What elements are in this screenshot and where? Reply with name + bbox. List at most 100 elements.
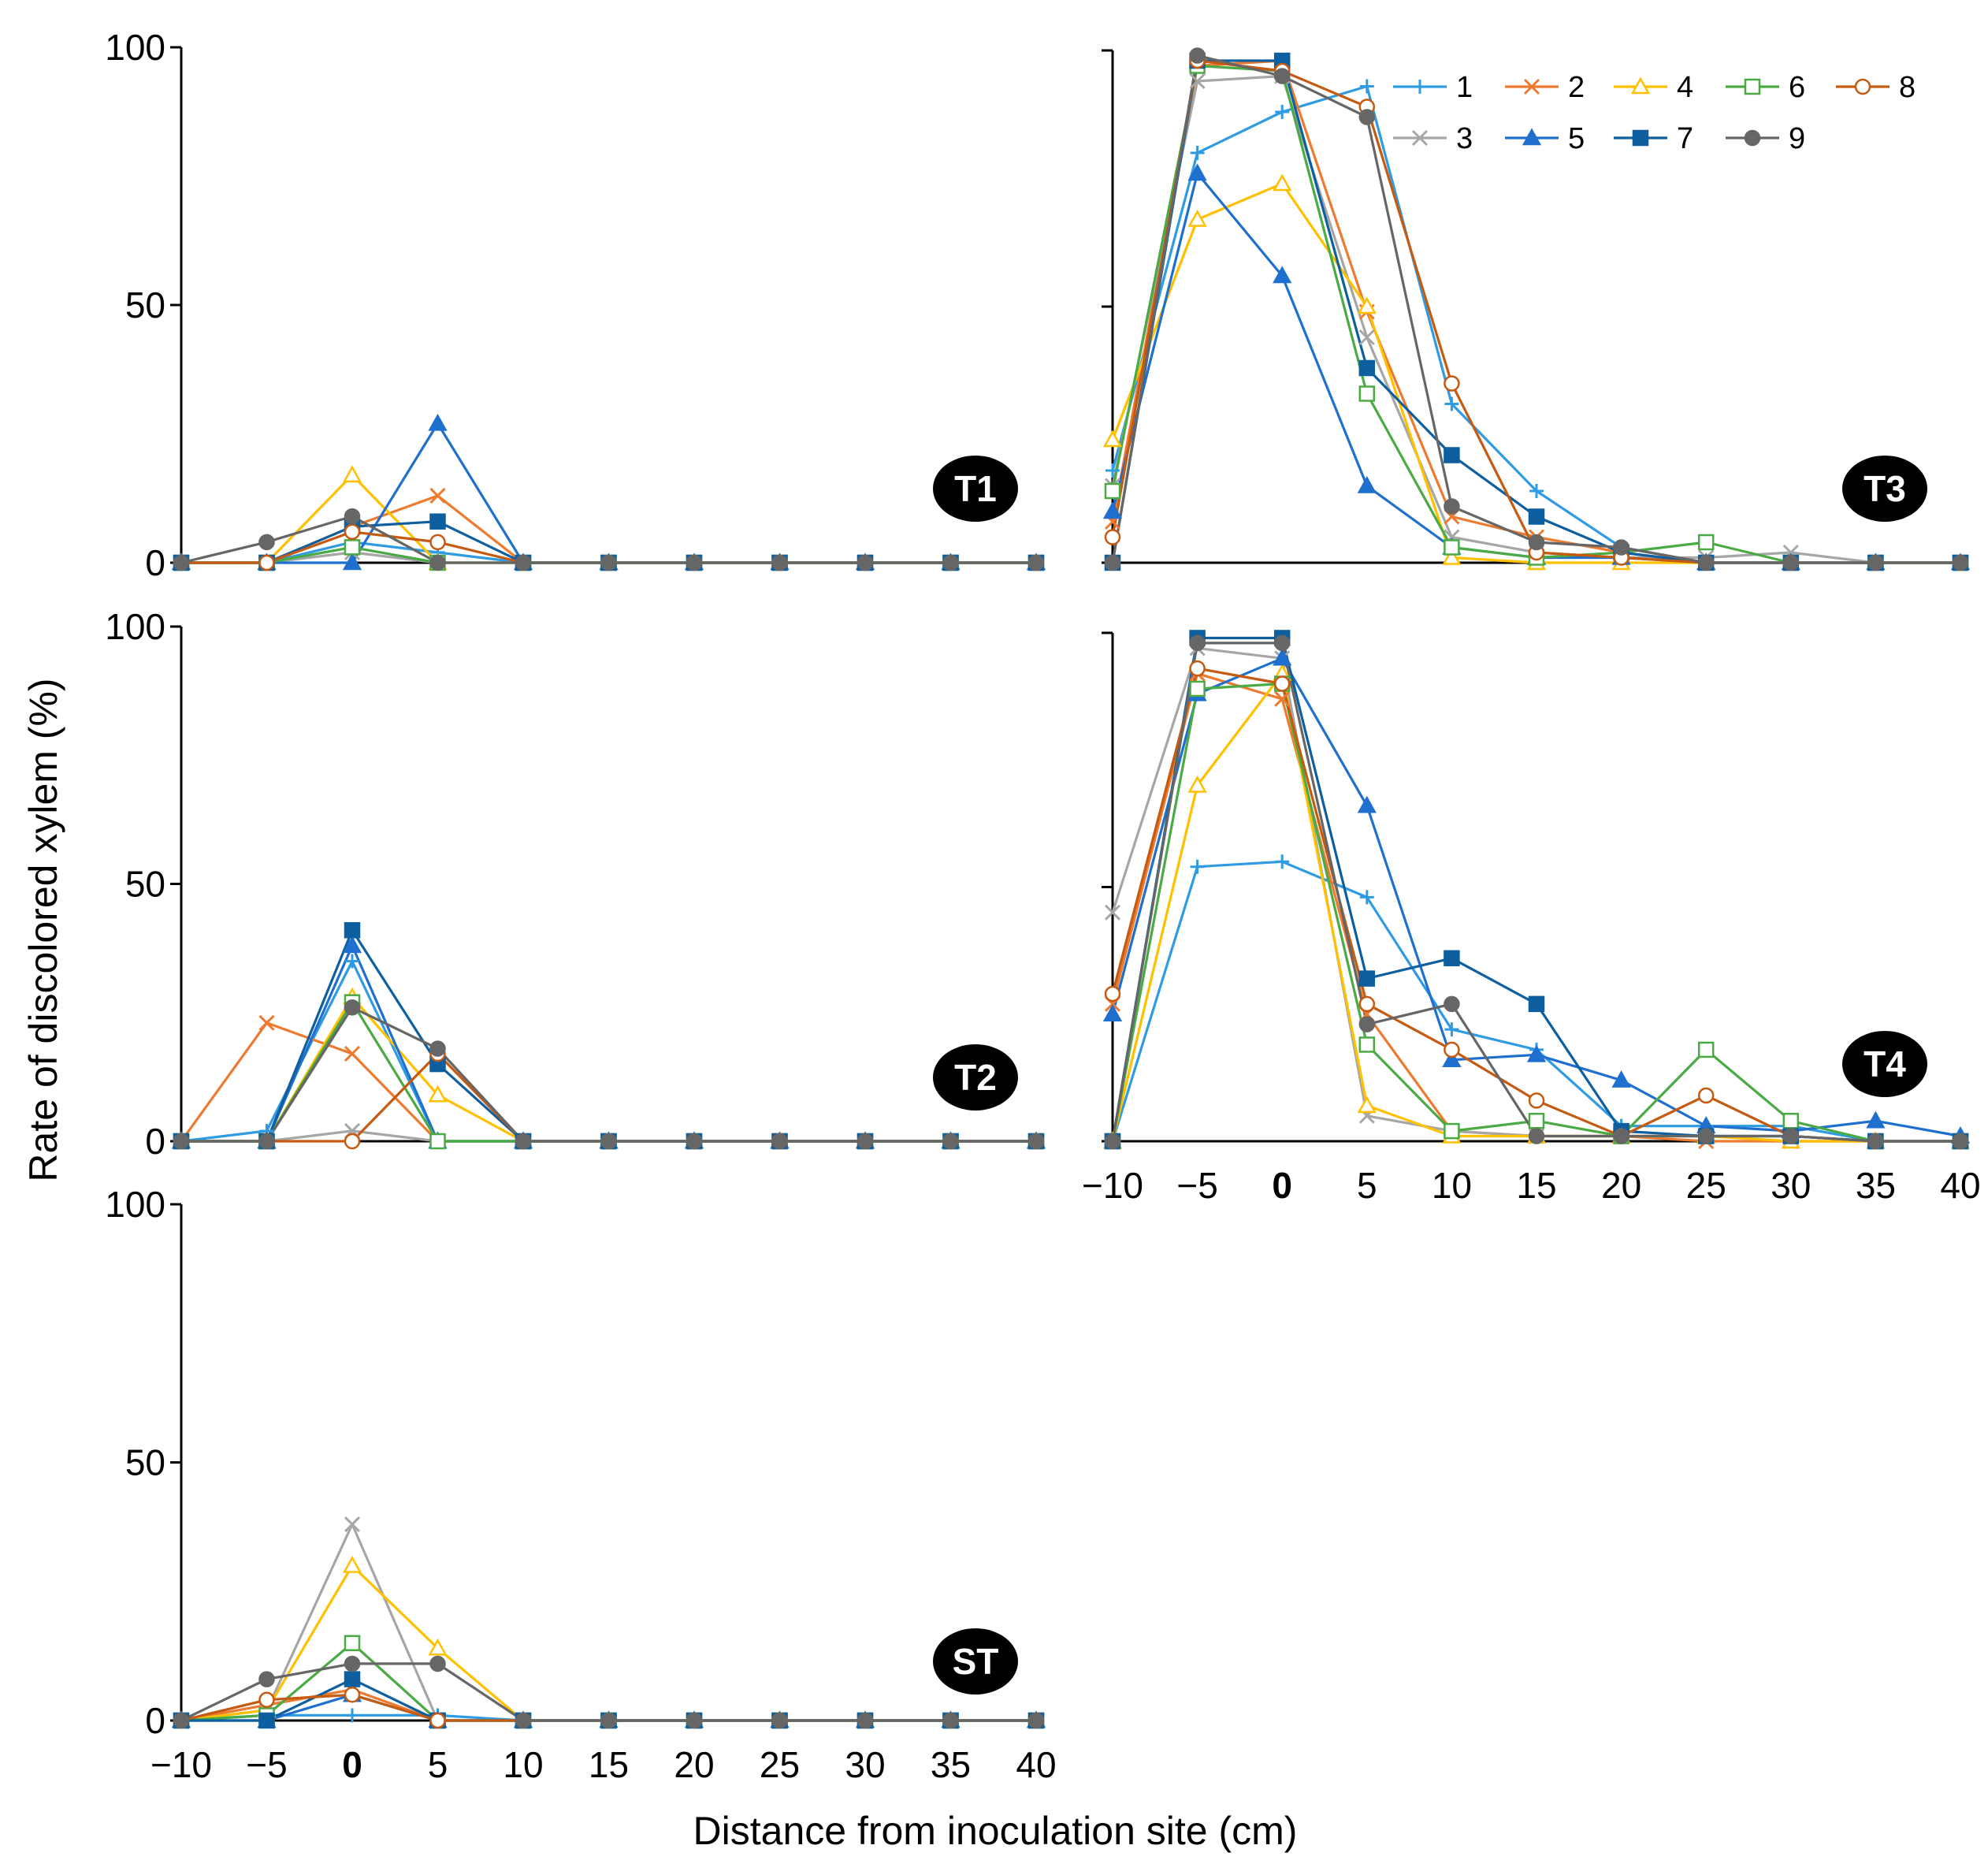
x-tick-label: 15 xyxy=(1516,1165,1556,1206)
data-point xyxy=(1528,1128,1545,1144)
data-point xyxy=(1952,1133,1969,1150)
data-point xyxy=(1189,634,1206,652)
panel-label-text: T4 xyxy=(1864,1044,1906,1084)
legend-label: 2 xyxy=(1568,71,1585,104)
data-point xyxy=(344,1635,361,1651)
data-point xyxy=(1359,79,1374,94)
panel-st: 0 50 100 −10 −5 0 5 10 15 20 25 30 35 40 ST xyxy=(105,1184,1056,1785)
x-tick-label: 35 xyxy=(1856,1165,1896,1206)
data-point xyxy=(1613,539,1629,556)
data-point xyxy=(1444,498,1460,515)
data-point xyxy=(1358,359,1376,377)
series-markers-9 xyxy=(1104,634,1969,1150)
data-point xyxy=(429,1040,446,1057)
data-point xyxy=(344,508,361,525)
data-point xyxy=(857,1133,874,1150)
legend-label: 7 xyxy=(1677,122,1693,155)
legend-item-9: 9 xyxy=(1726,122,1805,155)
x-tick-label: −5 xyxy=(246,1744,287,1785)
y-tick-label: 0 xyxy=(145,1700,165,1741)
data-point xyxy=(342,1555,362,1573)
data-point xyxy=(258,554,275,571)
series-markers-1 xyxy=(1105,79,1968,570)
data-point xyxy=(1528,534,1545,551)
data-point xyxy=(515,554,532,571)
data-point xyxy=(771,1133,788,1150)
series-line-7 xyxy=(181,928,1036,1143)
x-tick-label: 35 xyxy=(931,1744,971,1785)
data-point xyxy=(1275,854,1290,869)
data-point xyxy=(1867,554,1884,571)
data-point xyxy=(429,513,446,530)
data-point xyxy=(1442,547,1462,565)
data-point xyxy=(1189,73,1206,90)
x-tick-label: 20 xyxy=(674,1744,714,1785)
series-markers-5 xyxy=(1102,163,1971,571)
data-point xyxy=(429,534,446,551)
data-point xyxy=(428,413,448,431)
x-tick-label: 40 xyxy=(1940,1165,1980,1206)
panel-label-badge xyxy=(1842,456,1927,522)
data-point xyxy=(1867,1133,1884,1150)
series-markers-5 xyxy=(171,936,1046,1149)
data-point xyxy=(686,1133,703,1150)
data-point xyxy=(1027,1133,1045,1150)
data-point xyxy=(344,999,361,1016)
legend-marker xyxy=(1523,78,1540,95)
data-point xyxy=(771,1712,788,1729)
data-point xyxy=(1528,1092,1545,1109)
data-point xyxy=(1782,1128,1800,1144)
data-point xyxy=(1357,1096,1377,1114)
data-point xyxy=(942,554,959,571)
data-point xyxy=(258,534,275,551)
data-point xyxy=(342,465,362,483)
data-point xyxy=(1529,484,1544,498)
x-tick-label: −5 xyxy=(1176,1165,1217,1206)
legend-item-3: 3 xyxy=(1393,122,1473,155)
panel-t2: 0 50 100 T2 xyxy=(105,606,1046,1162)
series-line-1 xyxy=(180,959,1036,1143)
data-point xyxy=(1189,47,1206,64)
series-line-4 xyxy=(1111,672,1960,1143)
data-point xyxy=(1105,463,1120,478)
x-tick-label: 25 xyxy=(760,1744,800,1785)
y-tick-label: 100 xyxy=(105,606,165,647)
x-tick-label: 30 xyxy=(1771,1165,1811,1206)
data-point xyxy=(1358,1036,1376,1053)
data-point xyxy=(428,1084,448,1103)
x-tick-label: −10 xyxy=(1082,1165,1143,1206)
data-point xyxy=(1952,554,1969,571)
x-tick-label: 0 xyxy=(1272,1165,1292,1206)
data-point xyxy=(1189,680,1206,698)
series-markers-7 xyxy=(1104,630,1969,1150)
panel-label: T3 xyxy=(1842,456,1927,522)
data-point xyxy=(1357,296,1377,314)
series-markers-9 xyxy=(173,508,1045,571)
data-point xyxy=(1697,554,1715,571)
data-point xyxy=(1102,1004,1123,1021)
panel-label: T4 xyxy=(1842,1031,1927,1097)
data-point xyxy=(345,954,359,969)
data-point xyxy=(857,554,874,571)
data-point xyxy=(1782,554,1800,571)
series-markers-6 xyxy=(173,994,1045,1150)
x-tick-label: 40 xyxy=(1016,1744,1056,1785)
data-point xyxy=(344,1655,361,1672)
data-point xyxy=(258,1014,275,1031)
data-point xyxy=(1526,1044,1547,1062)
y-tick-label: 100 xyxy=(105,27,165,68)
legend-item-8: 8 xyxy=(1836,71,1916,104)
panel-label-text: T1 xyxy=(954,468,997,509)
series-line-5 xyxy=(181,422,1036,564)
data-point xyxy=(1275,105,1290,119)
legend-item-5: 5 xyxy=(1505,122,1585,155)
data-point xyxy=(600,1133,617,1150)
data-point xyxy=(344,1516,361,1533)
series-line-6 xyxy=(181,1001,1036,1143)
data-point xyxy=(173,554,190,571)
data-point xyxy=(344,1133,361,1150)
panel-label: T2 xyxy=(933,1044,1018,1110)
data-point xyxy=(857,1712,874,1729)
series-line-7 xyxy=(1111,636,1960,1143)
